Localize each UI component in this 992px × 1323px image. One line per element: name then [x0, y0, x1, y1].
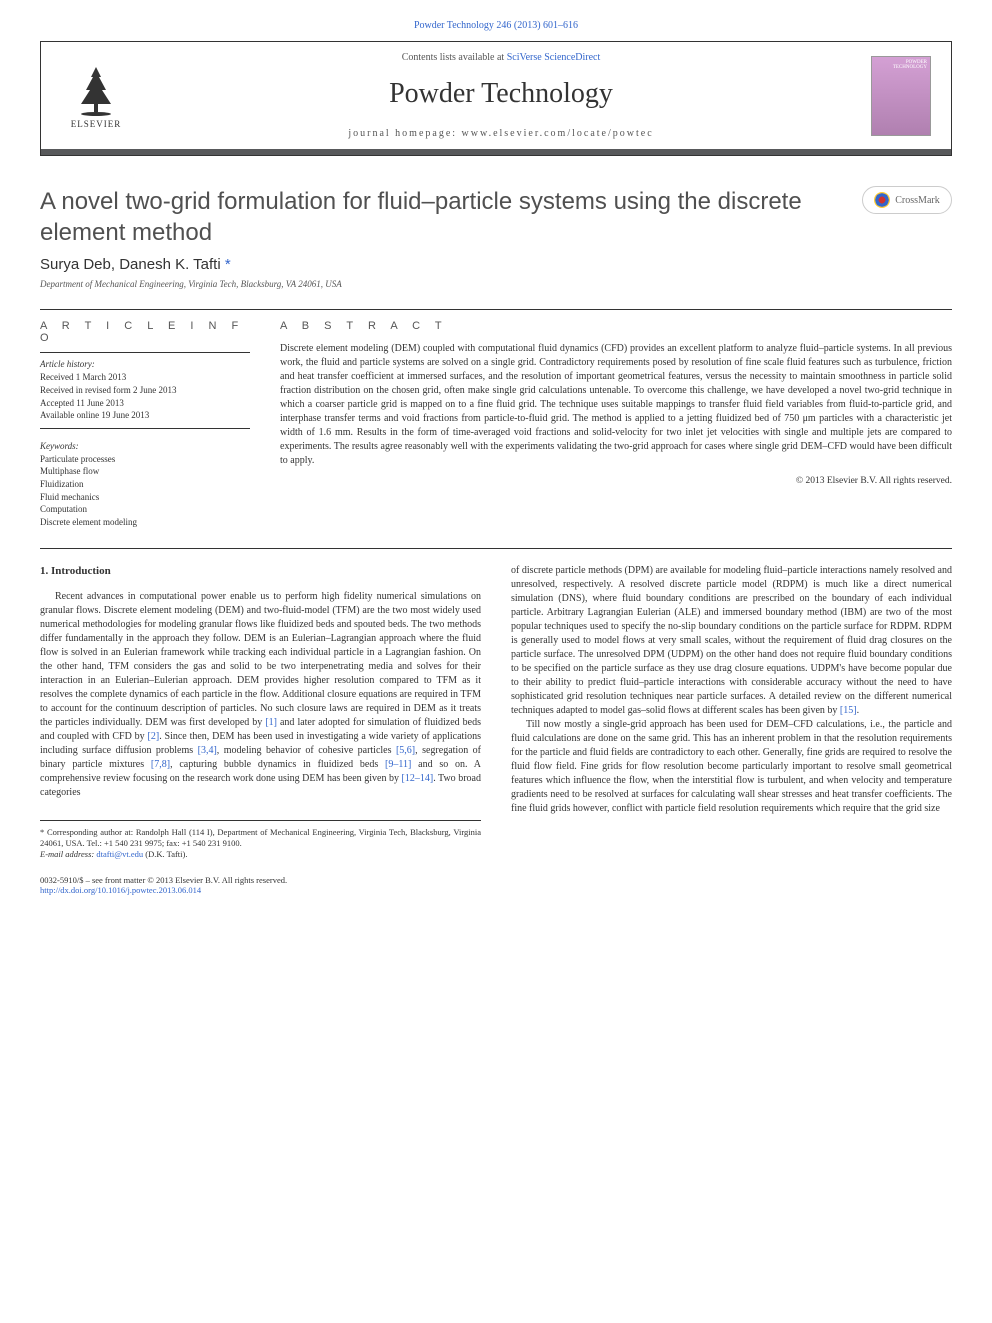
ref-link[interactable]: [3,4]: [198, 745, 217, 756]
crossmark-badge[interactable]: CrossMark: [862, 186, 952, 214]
affiliation: Department of Mechanical Engineering, Vi…: [40, 279, 952, 289]
contents-list-line: Contents lists available at SciVerse Sci…: [151, 52, 851, 63]
email-link[interactable]: dtafti@vt.edu: [96, 849, 143, 859]
full-divider: [40, 548, 952, 549]
ref-link[interactable]: [9–11]: [385, 759, 411, 770]
journal-title: Powder Technology: [151, 78, 851, 110]
body-paragraph: of discrete particle methods (DPM) are a…: [511, 564, 952, 718]
history-text: Received 1 March 2013 Received in revise…: [40, 371, 250, 421]
info-abstract-row: A R T I C L E I N F O Article history: R…: [40, 320, 952, 528]
footer-row: 0032-5910/$ – see front matter © 2013 El…: [40, 875, 952, 895]
body-columns: 1. Introduction Recent advances in compu…: [40, 564, 952, 860]
ref-link[interactable]: [2]: [148, 731, 160, 742]
email-suffix: (D.K. Tafti).: [143, 849, 187, 859]
corresponding-author-note: * Corresponding author at: Randolph Hall…: [40, 827, 481, 849]
body-column-left: 1. Introduction Recent advances in compu…: [40, 564, 481, 860]
body-text: , modeling behavior of cohesive particle…: [217, 745, 396, 756]
journal-cover-thumbnail: POWDER TECHNOLOGY: [871, 56, 931, 136]
elsevier-logo: ELSEVIER: [61, 56, 131, 136]
body-text: .: [857, 705, 860, 716]
body-paragraph: Till now mostly a single-grid approach h…: [511, 718, 952, 816]
ref-link[interactable]: [7,8]: [151, 759, 170, 770]
abstract-column: A B S T R A C T Discrete element modelin…: [280, 320, 952, 528]
history-label: Article history:: [40, 359, 250, 369]
abstract-heading: A B S T R A C T: [280, 320, 952, 332]
ref-link[interactable]: [1]: [265, 717, 277, 728]
section-heading: 1. Introduction: [40, 564, 481, 579]
article-info-column: A R T I C L E I N F O Article history: R…: [40, 320, 250, 528]
issn-line: 0032-5910/$ – see front matter © 2013 El…: [40, 875, 952, 885]
sciencedirect-link[interactable]: SciVerse ScienceDirect: [507, 52, 601, 63]
divider: [40, 309, 952, 310]
elsevier-label: ELSEVIER: [71, 119, 122, 129]
abstract-copyright: © 2013 Elsevier B.V. All rights reserved…: [280, 476, 952, 486]
ref-link[interactable]: [12–14]: [402, 773, 434, 784]
journal-homepage: journal homepage: www.elsevier.com/locat…: [151, 128, 851, 139]
email-line: E-mail address: dtafti@vt.edu (D.K. Taft…: [40, 849, 481, 860]
article-info-heading: A R T I C L E I N F O: [40, 320, 250, 344]
body-text: of discrete particle methods (DPM) are a…: [511, 565, 952, 716]
keywords-block: Keywords: Particulate processes Multipha…: [40, 441, 250, 529]
ref-link[interactable]: [5,6]: [396, 745, 415, 756]
article-title: A novel two-grid formulation for fluid–p…: [40, 186, 842, 248]
journal-header-inner: ELSEVIER Contents lists available at Sci…: [41, 42, 951, 155]
citation-link[interactable]: Powder Technology 246 (2013) 601–616: [414, 20, 578, 31]
contents-prefix: Contents lists available at: [402, 52, 507, 63]
body-text: Recent advances in computational power e…: [40, 591, 481, 728]
author-names: Surya Deb, Danesh K. Tafti: [40, 256, 225, 273]
article-header-row: A novel two-grid formulation for fluid–p…: [40, 186, 952, 248]
crossmark-label: CrossMark: [895, 195, 939, 206]
doc-header-citation: Powder Technology 246 (2013) 601–616: [40, 20, 952, 31]
journal-header-box: ELSEVIER Contents lists available at Sci…: [40, 41, 952, 156]
info-divider: [40, 352, 250, 353]
body-column-right: of discrete particle methods (DPM) are a…: [511, 564, 952, 860]
crossmark-icon: [874, 192, 890, 208]
abstract-text: Discrete element modeling (DEM) coupled …: [280, 342, 952, 468]
elsevier-tree-icon: [71, 62, 121, 117]
footnote-block: * Corresponding author at: Randolph Hall…: [40, 820, 481, 860]
keywords-label: Keywords:: [40, 441, 250, 451]
cover-text: POWDER TECHNOLOGY: [872, 57, 930, 73]
doi-link[interactable]: http://dx.doi.org/10.1016/j.powtec.2013.…: [40, 885, 201, 895]
corresponding-asterisk: *: [225, 256, 231, 273]
body-text: , capturing bubble dynamics in fluidized…: [170, 759, 385, 770]
ref-link[interactable]: [15]: [840, 705, 857, 716]
email-label: E-mail address:: [40, 849, 96, 859]
authors-line: Surya Deb, Danesh K. Tafti *: [40, 256, 952, 273]
keywords-text: Particulate processes Multiphase flow Fl…: [40, 453, 250, 529]
info-divider: [40, 428, 250, 429]
header-center: Contents lists available at SciVerse Sci…: [151, 52, 851, 139]
body-paragraph: Recent advances in computational power e…: [40, 590, 481, 800]
